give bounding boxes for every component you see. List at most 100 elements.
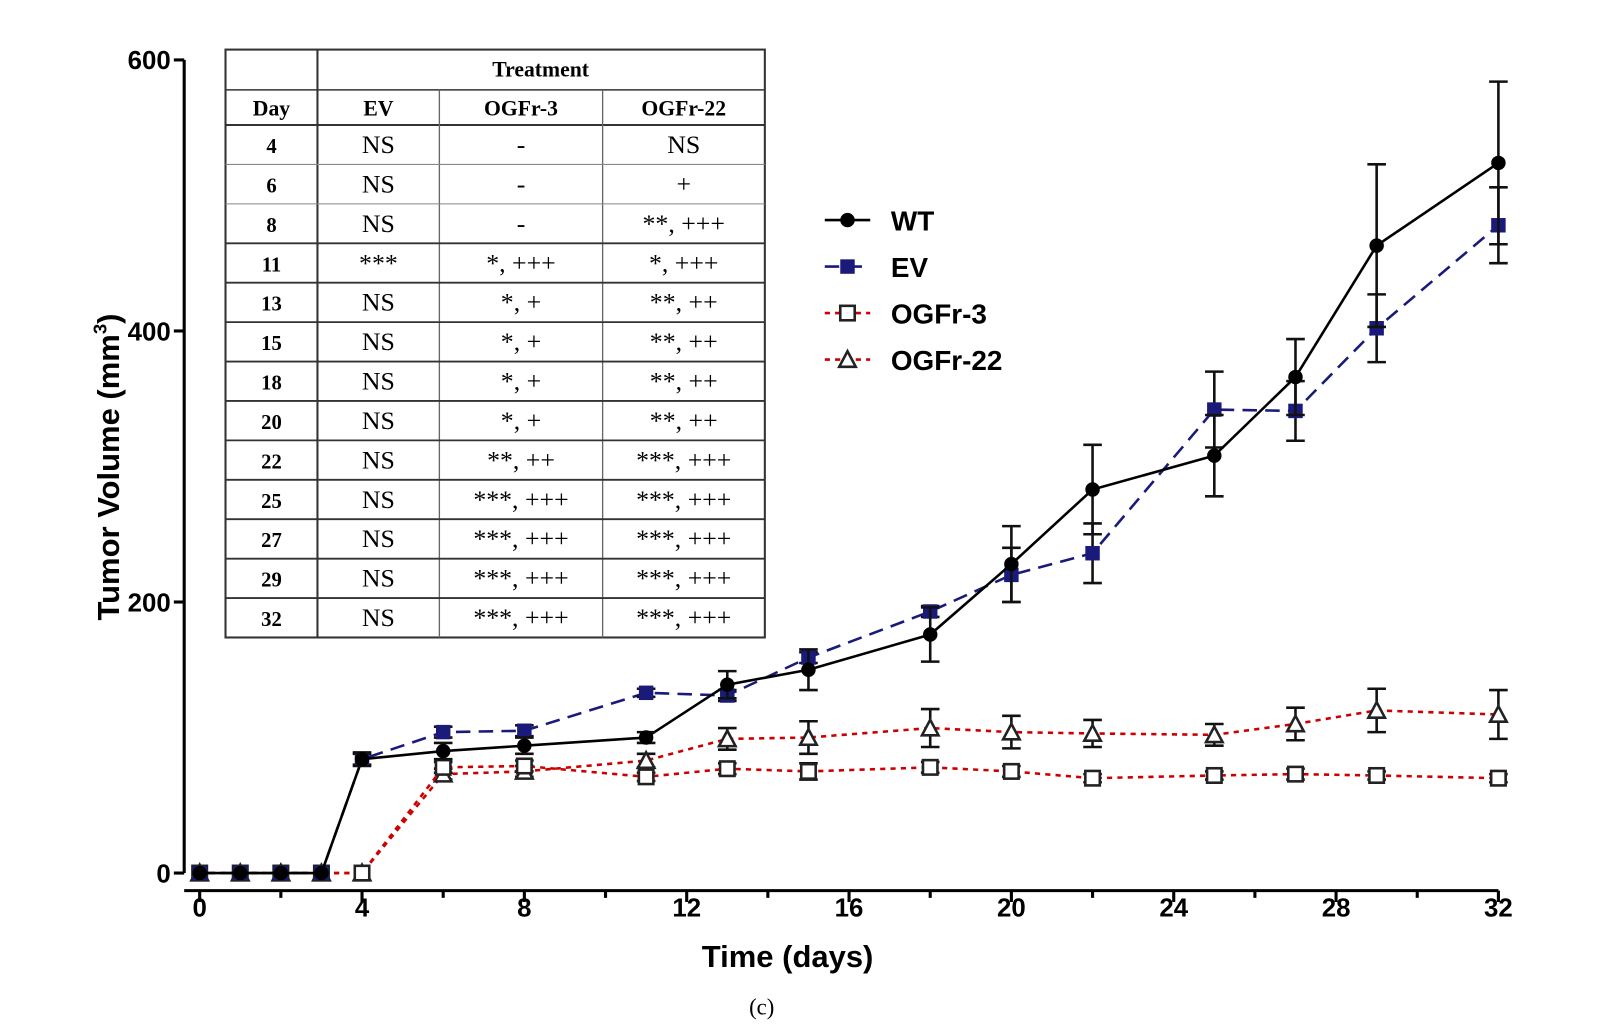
series-line bbox=[199, 709, 1499, 875]
legend-marker bbox=[838, 304, 857, 322]
table-cell: NS bbox=[362, 169, 395, 198]
x-axis-label: Time (days) bbox=[702, 939, 874, 974]
data-point bbox=[921, 758, 939, 776]
table-cell: **, ++ bbox=[650, 288, 718, 317]
x-tick-label: 28 bbox=[1322, 894, 1351, 922]
data-point bbox=[1487, 703, 1509, 724]
table-column-header: Day bbox=[253, 97, 291, 121]
data-point bbox=[517, 738, 532, 753]
legend-marker bbox=[840, 212, 855, 228]
table-cell: ***, +++ bbox=[473, 564, 568, 593]
data-point bbox=[515, 757, 533, 775]
data-point bbox=[1004, 556, 1019, 572]
data-point bbox=[192, 865, 207, 881]
significance-table: Treatment Day EV OGFr-3 OGFr-22 4 NS - NS 6 NS - +8 N… bbox=[224, 48, 766, 639]
data-point bbox=[720, 677, 735, 692]
series-wt bbox=[192, 80, 1508, 881]
table-cell: ***, +++ bbox=[636, 524, 731, 553]
table-cell: ***, +++ bbox=[636, 564, 731, 593]
table-row: 22 NS **, ++ ***, +++ bbox=[261, 445, 731, 474]
table-cell: ***, +++ bbox=[473, 603, 568, 632]
table-cell-day: 32 bbox=[261, 609, 282, 631]
figure-caption: (c) bbox=[749, 995, 774, 1020]
table-cell-day: 25 bbox=[261, 491, 282, 513]
x-tick-label: 16 bbox=[835, 894, 864, 922]
data-point bbox=[638, 685, 654, 701]
series-ogfr-22 bbox=[189, 687, 1509, 882]
data-point bbox=[922, 627, 938, 642]
table-cell: NS bbox=[362, 209, 395, 238]
table-cell-day: 18 bbox=[261, 373, 282, 395]
table-cell: NS bbox=[362, 485, 395, 514]
legend-item-ogfr-3: OGFr-3 bbox=[824, 298, 987, 329]
y-tick-label: 600 bbox=[128, 47, 171, 75]
x-tick-label: 12 bbox=[672, 894, 701, 922]
table-column-header: OGFr-3 bbox=[484, 97, 558, 121]
table-cell-day: 20 bbox=[261, 412, 282, 434]
data-point bbox=[233, 865, 248, 881]
table-cell: ***, +++ bbox=[636, 485, 731, 514]
table-row: 29 NS ***, +++ ***, +++ bbox=[261, 564, 731, 593]
table-cell: + bbox=[676, 169, 691, 198]
table-border bbox=[224, 48, 766, 639]
data-point bbox=[1368, 766, 1386, 785]
table-cell: *, +++ bbox=[486, 248, 556, 277]
table-cell: NS bbox=[667, 130, 700, 159]
data-point bbox=[919, 717, 941, 737]
x-tick-label: 4 bbox=[355, 894, 370, 922]
table-cell: NS bbox=[362, 564, 395, 593]
table-cell: NS bbox=[362, 327, 395, 356]
data-point bbox=[635, 749, 657, 770]
x-tick-label: 8 bbox=[517, 894, 531, 922]
table-cell: NS bbox=[362, 445, 395, 474]
x-tick-label: 24 bbox=[1159, 894, 1188, 922]
x-tick-label: 32 bbox=[1484, 894, 1513, 922]
table-cell-day: 11 bbox=[262, 254, 282, 276]
table-cell: NS bbox=[362, 130, 395, 159]
table-cell: ***, +++ bbox=[636, 445, 731, 474]
y-axis-label-sup: 3 bbox=[90, 324, 111, 334]
data-point bbox=[353, 864, 371, 882]
table-row: 18 NS *, + **, ++ bbox=[261, 367, 717, 396]
table-cell-day: 22 bbox=[261, 451, 282, 473]
data-point bbox=[1205, 766, 1223, 785]
table-cell: - bbox=[517, 209, 526, 238]
table-cell-day: 29 bbox=[261, 570, 282, 592]
data-point bbox=[273, 865, 289, 881]
table-cell: **, +++ bbox=[643, 209, 725, 238]
table-cell-day: 13 bbox=[261, 294, 282, 316]
data-point bbox=[314, 865, 329, 881]
data-point bbox=[1085, 482, 1100, 497]
data-point bbox=[799, 762, 817, 780]
axes: 0 200 400 600 0 4 8 12 16 20 24 28 32 bbox=[128, 47, 1513, 922]
y-axis-label-close: ) bbox=[91, 313, 126, 323]
data-point bbox=[718, 760, 736, 778]
table-cell: **, ++ bbox=[650, 327, 718, 356]
table-cell: *, +++ bbox=[649, 248, 719, 277]
data-point bbox=[1286, 765, 1305, 783]
data-point bbox=[1000, 721, 1022, 741]
data-point bbox=[1207, 402, 1222, 417]
table-row: 6 NS - + bbox=[266, 169, 691, 198]
legend-marker bbox=[837, 348, 858, 369]
table-row: 27 NS ***, +++ ***, +++ bbox=[261, 524, 731, 553]
table-cell-day: 15 bbox=[261, 333, 282, 355]
data-point bbox=[1082, 722, 1103, 742]
y-tick-label: 200 bbox=[128, 589, 171, 617]
table-cell-day: 4 bbox=[266, 136, 276, 158]
x-tick-label: 0 bbox=[192, 894, 206, 922]
table-cell: - bbox=[517, 130, 526, 159]
table-cell: NS bbox=[362, 367, 395, 396]
y-axis-label-text: Tumor Volume (mm bbox=[91, 334, 126, 620]
table-cell: *** bbox=[359, 248, 398, 277]
table-cell: - bbox=[517, 169, 526, 198]
y-tick-label: 0 bbox=[156, 860, 170, 888]
legend: WT EV OGFr-3 OGFr-22 bbox=[824, 205, 1002, 376]
legend-label: OGFr-3 bbox=[891, 298, 987, 329]
data-point bbox=[1084, 769, 1102, 787]
data-point bbox=[1085, 545, 1100, 561]
data-point bbox=[434, 758, 452, 776]
legend-label: WT bbox=[891, 205, 934, 236]
y-axis-label: Tumor Volume (mm3) bbox=[90, 313, 126, 620]
data-point bbox=[1491, 155, 1506, 171]
